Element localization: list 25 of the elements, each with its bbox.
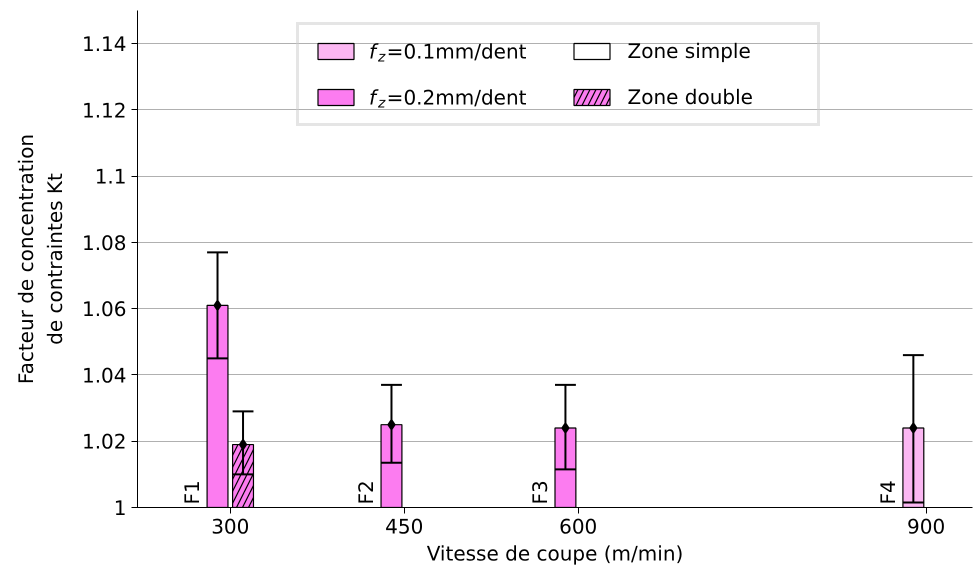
y-tick-label: 1.14 <box>82 32 126 56</box>
y-tick-label: 1 <box>114 496 127 520</box>
y-tick-label: 1.08 <box>82 230 126 255</box>
annotation: F4 <box>876 480 900 504</box>
x-axis-title: Vitesse de coupe (m/min) <box>426 542 684 566</box>
y-tick-label: 1.06 <box>82 297 126 322</box>
y-tick-label: 1.04 <box>82 363 126 388</box>
x-tick-label: 300 <box>211 514 250 538</box>
point <box>213 299 222 312</box>
annotation: F3 <box>528 480 552 504</box>
y-tick-label: 1.12 <box>82 98 126 122</box>
y-tick-label: 1.1 <box>94 164 127 189</box>
x-tick-label: 450 <box>385 514 424 538</box>
point <box>561 422 570 434</box>
annotation: Zone simple <box>628 39 752 63</box>
annotation: F1 <box>180 480 204 504</box>
x-tick-label: 600 <box>559 514 598 538</box>
legend-label: Zone double <box>628 85 754 109</box>
y-tick-label: 1.02 <box>82 430 126 454</box>
x-tick-label: 900 <box>907 514 946 538</box>
annotation: F2 <box>354 480 378 504</box>
point <box>238 438 248 451</box>
y-axis-title: Facteur de concentration de contraintes Kt <box>14 134 67 384</box>
point <box>909 422 918 434</box>
point <box>387 418 396 431</box>
